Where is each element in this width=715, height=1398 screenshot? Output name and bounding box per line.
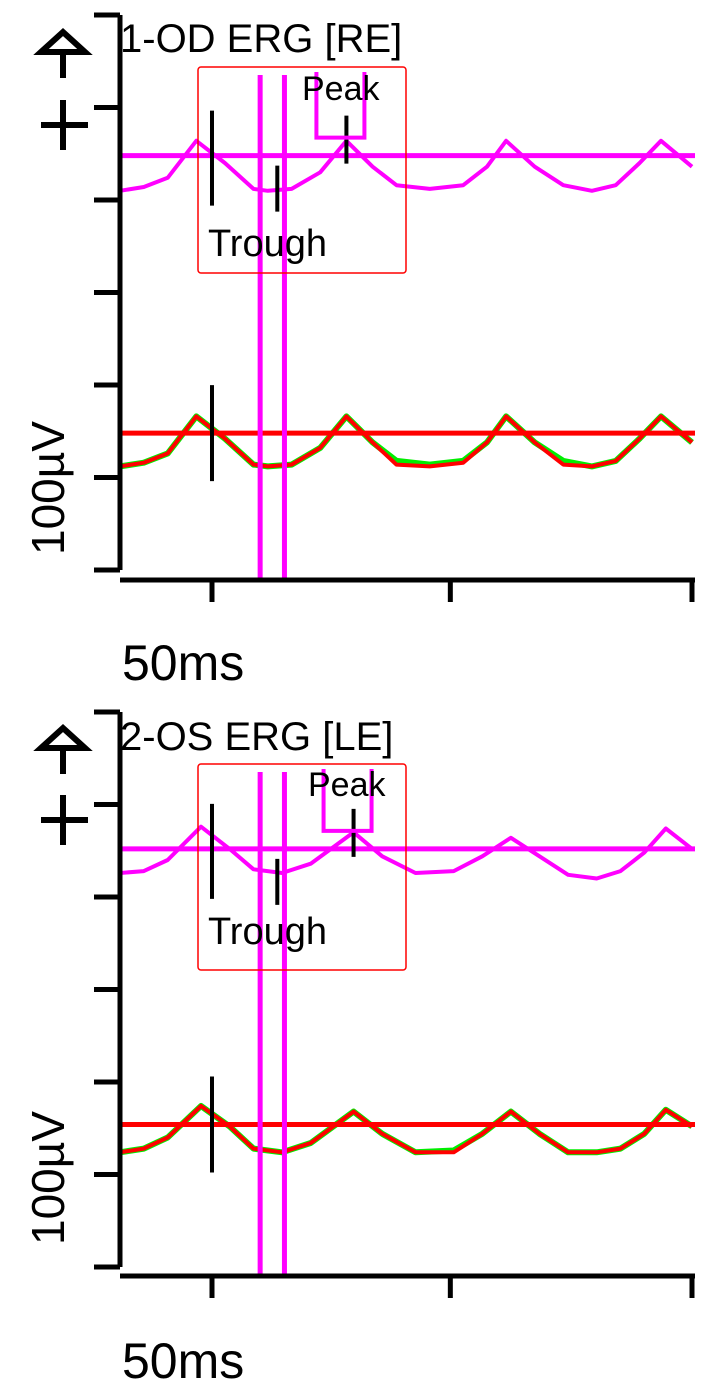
reference-waveform <box>119 414 694 469</box>
x-scale-label: 50ms <box>122 1333 244 1389</box>
y-scale-label: 100µV <box>22 421 74 555</box>
panel-title: 1-OD ERG [RE] <box>120 17 402 61</box>
trough-label: Trough <box>208 911 327 953</box>
scroll-up-icon[interactable] <box>33 27 93 78</box>
y-scale-label: 100µV <box>22 1111 74 1245</box>
trough-label: Trough <box>208 223 327 265</box>
panel-os: 2-OS ERG [LE] Peak Trough 100µV 50ms <box>22 709 695 1389</box>
plus-icon[interactable] <box>41 795 88 845</box>
scroll-up-icon[interactable] <box>33 723 93 774</box>
plus-icon[interactable] <box>41 100 88 150</box>
measurement-box <box>197 66 407 274</box>
peak-bracket <box>314 72 367 140</box>
panel-od: 1-OD ERG [RE] Peak Trough 100µV 50ms <box>22 12 695 691</box>
peak-bracket <box>321 769 374 833</box>
x-scale-label: 50ms <box>122 635 244 691</box>
peak-label: Peak <box>308 766 386 804</box>
measurement-box <box>197 763 407 971</box>
peak-label: Peak <box>302 70 380 108</box>
panel-title: 2-OS ERG [LE] <box>120 715 393 759</box>
